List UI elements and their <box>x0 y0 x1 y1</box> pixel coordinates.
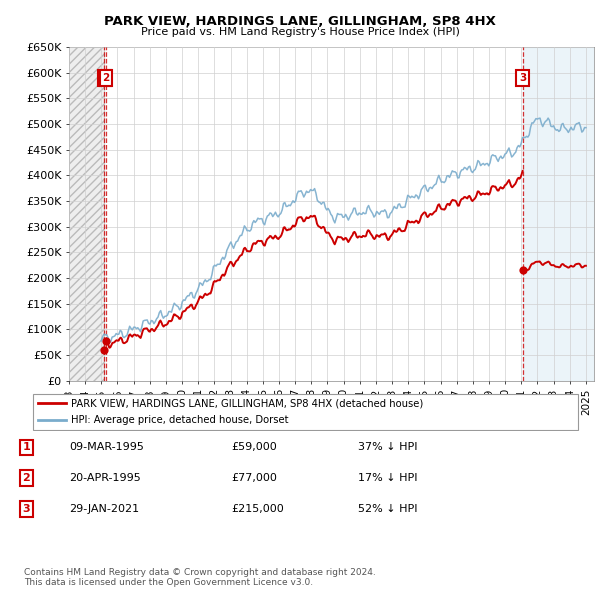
Text: 2: 2 <box>23 473 30 483</box>
Text: 3: 3 <box>519 73 526 83</box>
Point <box>100 346 109 355</box>
Text: 37% ↓ HPI: 37% ↓ HPI <box>358 442 417 453</box>
Point <box>518 266 527 275</box>
Bar <box>69 47 104 381</box>
Bar <box>69 47 104 381</box>
Text: 17% ↓ HPI: 17% ↓ HPI <box>358 473 417 483</box>
Text: £77,000: £77,000 <box>231 473 277 483</box>
Text: Price paid vs. HM Land Registry's House Price Index (HPI): Price paid vs. HM Land Registry's House … <box>140 27 460 37</box>
Text: PARK VIEW, HARDINGS LANE, GILLINGHAM, SP8 4HX (detached house): PARK VIEW, HARDINGS LANE, GILLINGHAM, SP… <box>71 398 424 408</box>
Bar <box>523 47 594 381</box>
Text: 1: 1 <box>101 73 108 83</box>
Text: 1: 1 <box>23 442 30 453</box>
Text: Contains HM Land Registry data © Crown copyright and database right 2024.
This d: Contains HM Land Registry data © Crown c… <box>24 568 376 587</box>
Text: 52% ↓ HPI: 52% ↓ HPI <box>358 504 417 514</box>
Text: 20-APR-1995: 20-APR-1995 <box>70 473 142 483</box>
Text: £215,000: £215,000 <box>231 504 284 514</box>
Point <box>101 336 111 346</box>
Text: HPI: Average price, detached house, Dorset: HPI: Average price, detached house, Dors… <box>71 415 289 425</box>
Text: 09-MAR-1995: 09-MAR-1995 <box>70 442 145 453</box>
Text: 2: 2 <box>103 73 110 83</box>
Text: PARK VIEW, HARDINGS LANE, GILLINGHAM, SP8 4HX: PARK VIEW, HARDINGS LANE, GILLINGHAM, SP… <box>104 15 496 28</box>
FancyBboxPatch shape <box>33 394 578 430</box>
Text: £59,000: £59,000 <box>231 442 277 453</box>
Text: 29-JAN-2021: 29-JAN-2021 <box>70 504 140 514</box>
Text: 3: 3 <box>23 504 30 514</box>
